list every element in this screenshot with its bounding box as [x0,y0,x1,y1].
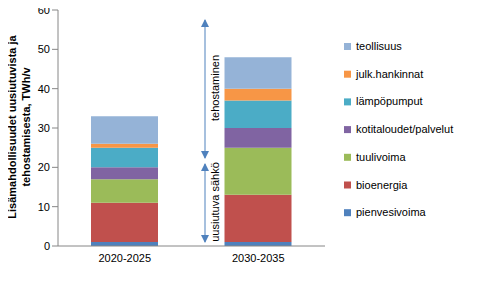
svg-text:10: 10 [38,201,50,213]
svg-text:0: 0 [44,240,50,252]
svg-text:20: 20 [38,161,50,173]
svg-text:40: 40 [38,83,50,95]
svg-text:50: 50 [38,43,50,55]
svg-text:60: 60 [38,8,50,16]
svg-text:Lisämahdollisuudet uusiutuvist: Lisämahdollisuudet uusiutuvista ja [8,34,18,218]
svg-text:tehostaminen: tehostaminen [209,55,221,121]
svg-text:kotitaloudet/palvelut: kotitaloudet/palvelut [356,123,453,135]
svg-text:teollisuus: teollisuus [356,40,402,52]
svg-text:pienvesivoima: pienvesivoima [356,206,427,218]
svg-text:bioenergia: bioenergia [356,179,408,191]
svg-text:2020-2025: 2020-2025 [98,252,151,264]
svg-text:uusiutuva sähkö: uusiutuva sähkö [209,162,221,242]
svg-text:lämpöpumput: lämpöpumput [356,95,423,107]
svg-text:2030-2035: 2030-2035 [232,252,285,264]
svg-text:30: 30 [38,122,50,134]
svg-text:tuulivoima: tuulivoima [356,151,406,163]
svg-text:julk.hankinnat: julk.hankinnat [355,68,423,80]
svg-text:tehostamisesta, TWh/v: tehostamisesta, TWh/v [20,67,32,187]
